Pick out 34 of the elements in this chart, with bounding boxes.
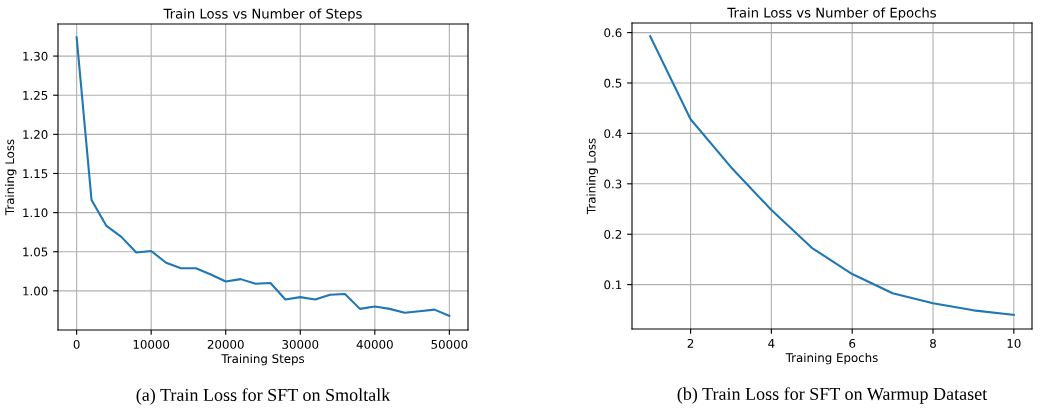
- x-tick-label: 20000: [207, 339, 244, 349]
- y-tick-label: 0.4: [604, 129, 622, 139]
- y-axis-title: Training Loss: [5, 139, 17, 216]
- y-tick-label: 1.30: [23, 51, 48, 61]
- y-tick-label: 0.2: [604, 229, 622, 239]
- y-tick-label: 1.20: [23, 130, 48, 139]
- y-tick-label: 1.15: [23, 169, 48, 179]
- x-axis-title: Training Epochs: [785, 352, 878, 365]
- y-tick-label: 1.25: [23, 90, 48, 100]
- text: (a) Train Loss for SFT on Smoltalk: [136, 388, 391, 405]
- x-tick-label: 0: [73, 339, 80, 349]
- x-tick-label: 10: [1007, 338, 1021, 348]
- x-axis-title: Training Steps: [221, 353, 305, 366]
- y-tick-label: 1.10: [23, 208, 48, 218]
- x-tick-label: 30000: [282, 339, 319, 349]
- line-series: [75, 36, 451, 317]
- x-tick-label: 2: [687, 338, 694, 348]
- line-series: [649, 35, 1015, 316]
- chart-title: Train Loss vs Number of Epochs: [727, 7, 936, 21]
- y-tick-label: 1.00: [23, 286, 48, 296]
- text: (b) Train Loss for SFT on Warmup Dataset: [677, 387, 988, 404]
- y-tick-label: 0.6: [604, 28, 622, 38]
- x-tick-label: 50000: [431, 339, 468, 349]
- chart-title: Train Loss vs Number of Steps: [163, 8, 362, 22]
- x-tick-label: 4: [768, 339, 775, 348]
- x-tick-label: 40000: [356, 339, 393, 349]
- y-axis-title: Training Loss: [586, 138, 598, 215]
- x-tick-label: 8: [930, 338, 936, 348]
- x-tick-label: 10000: [133, 339, 170, 349]
- y-tick-label: 0.5: [604, 78, 622, 88]
- y-tick-label: 0.1: [604, 280, 622, 290]
- y-tick-label: 0.3: [604, 179, 622, 189]
- x-tick-label: 6: [849, 338, 856, 348]
- y-tick-label: 1.05: [23, 247, 48, 257]
